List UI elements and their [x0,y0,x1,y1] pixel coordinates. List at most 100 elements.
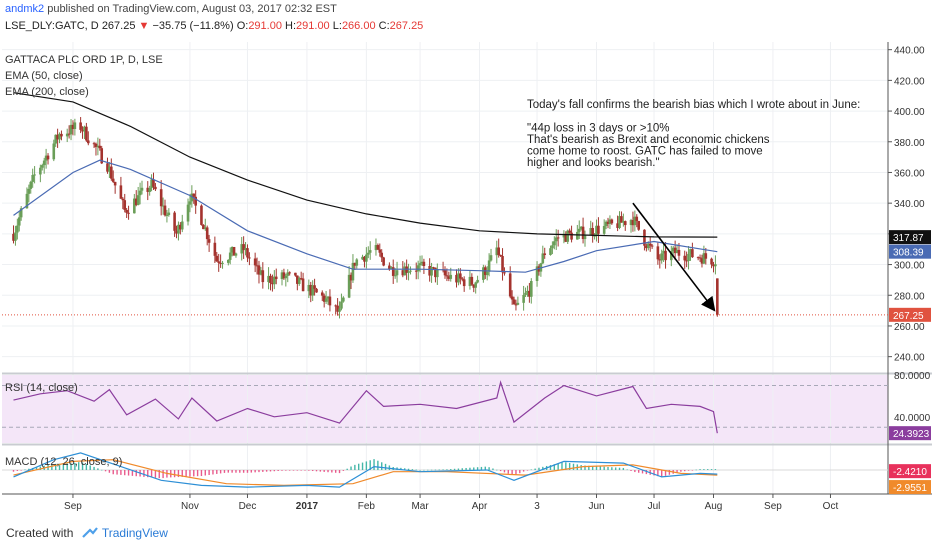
candle [215,252,219,262]
candle [133,193,136,214]
tradingview-brand[interactable]: TradingView [101,526,168,540]
candle [380,249,384,263]
symbol-label: LSE_DLY:GATC, D [5,20,99,32]
candle [570,225,573,243]
candle [125,208,128,219]
price-tick-label: 300.00 [894,261,925,272]
price-tag-label: 317.87 [893,233,924,244]
rsi-pane-bg [2,375,888,443]
candle [395,261,399,283]
candle [42,157,46,174]
close-label: C: [378,20,390,32]
price-tick-label: 260.00 [894,322,925,333]
candle [643,229,646,251]
price-tick-label: 360.00 [894,168,925,179]
candle [716,278,719,317]
macd-value-tag: -2.4210 [889,464,931,479]
candle [307,279,311,299]
candle [669,245,673,267]
candle [393,268,397,279]
annotation-text[interactable]: Today's fall confirms the bearish bias w… [527,99,860,169]
candle [167,208,171,217]
candle [340,293,343,311]
candle [581,217,585,244]
ema50-legend: EMA (50, close) [5,70,83,82]
candle [271,274,274,292]
candle [255,257,259,275]
high-label: H: [285,20,297,32]
signal-value-tag-label: -2.9551 [893,483,927,494]
candle [673,240,677,260]
candle [150,174,153,192]
ohlc-line: LSE_DLY:GATC, D 267.25 ▼ −35.75 (−11.8%)… [5,20,423,32]
time-tick-label: Feb [358,501,376,512]
candle [17,211,21,232]
footer: Created with TradingView [6,526,168,540]
tradingview-logo-icon[interactable] [77,526,102,540]
created-with-label: Created with [6,526,74,540]
candle [539,262,543,277]
candle [445,268,449,282]
candle [553,236,556,250]
annotation-line: "44p loss in 3 days or >10% [527,123,670,135]
candle [501,248,504,281]
candle [499,254,502,257]
candle [311,280,314,301]
candle [159,180,163,216]
macd-legend[interactable]: MACD (12, 26, close, 9) [5,456,122,468]
candle [226,259,230,266]
candle [685,251,688,268]
candle [543,247,547,259]
candle [248,252,251,266]
candle [269,273,272,291]
candle [12,225,15,244]
time-tick-label: Aug [705,501,723,512]
candle [309,281,313,303]
candle [296,275,299,291]
candle [299,271,303,281]
candle [472,284,476,293]
time-axis[interactable]: Sep Nov Dec 2017 Feb Mar Apr 3 Jun Jul Aug Sep Oct [64,494,838,512]
candle [179,222,182,235]
candle [213,236,217,263]
candle [526,285,529,297]
candle [589,220,593,236]
candle [85,122,88,142]
candle [529,278,533,304]
time-tick-label: Apr [472,501,488,512]
candle [524,287,527,297]
candle [414,262,418,280]
candle [365,247,368,269]
candle [631,211,635,232]
candle [123,193,127,213]
last-price: 267.25 [101,20,136,32]
annotation-arrow[interactable] [632,202,716,312]
main-legend[interactable]: GATTACA PLC ORD 1P, D, LSE EMA (50, close… [5,54,163,98]
rsi-legend[interactable]: RSI (14, close) [5,382,78,394]
candle [470,273,474,286]
rsi-tick-label: 80.0000 [894,371,931,382]
candle [562,230,566,244]
rsi-tick-label: 40.0000 [894,413,931,424]
candle [347,266,351,299]
candle [368,241,372,260]
candle [240,236,244,261]
candle [549,245,552,256]
candle [591,222,594,243]
candle [512,296,516,305]
candle [595,219,598,242]
price-tag-label: 308.39 [893,248,924,259]
candle [687,245,690,270]
candle [56,128,59,148]
candle [83,125,86,140]
candle [468,270,472,290]
published-text: published on TradingView.com, August 03,… [47,3,337,15]
candle [376,243,380,251]
candle [200,204,203,226]
candle [610,218,614,225]
candle [564,231,568,243]
author-link[interactable]: andmk2 [5,3,45,15]
candle [65,128,69,143]
annotation-line: higher and looks bearish." [527,157,660,169]
